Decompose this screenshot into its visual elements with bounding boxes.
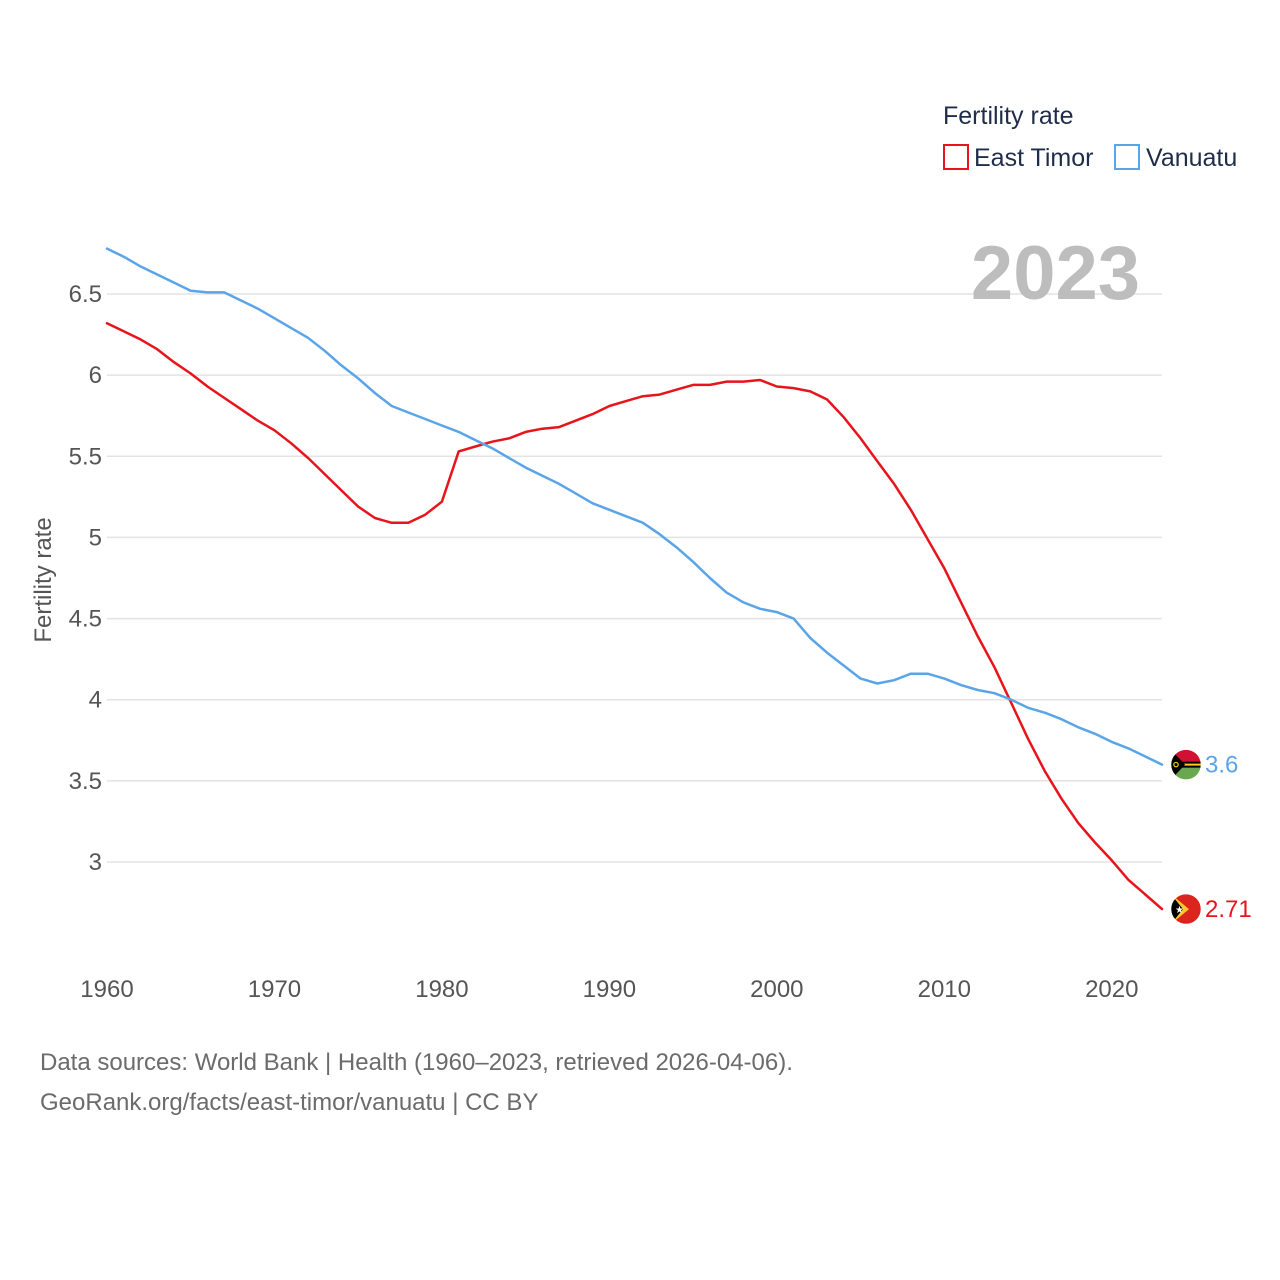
x-tick-labels: 1960 1970 1980 1990 2000 2010 2020 [80,976,1138,1003]
y-tick-label: 6 [89,362,102,389]
y-tick-label: 6.5 [69,281,102,308]
y-tick-label: 5.5 [69,443,102,470]
end-label-east-timor: 2.71 [1205,896,1252,923]
legend-item-vanuatu[interactable]: Vanuatu [1114,144,1237,172]
flag-emblem [1173,761,1179,768]
flag-icon-vanuatu [1170,749,1202,780]
legend-swatch-east-timor [943,144,969,170]
y-tick-labels: 3 3.5 4 4.5 5 5.5 6 6.5 [69,281,102,876]
series-line-vanuatu [105,247,1164,766]
x-tick-label: 1970 [248,976,301,1003]
current-year-label: 2023 [971,231,1140,316]
flag-outline [1170,749,1202,780]
x-tick-label: 2000 [750,976,803,1003]
legend-title: Fertility rate [943,102,1074,130]
grid-lines [107,293,1162,863]
series-line-east-timor [105,321,1164,911]
y-tick-label: 4.5 [69,606,102,633]
y-axis-title: Fertility rate [30,517,57,642]
x-tick-label: 1990 [583,976,636,1003]
footer: Data sources: World Bank | Health (1960–… [40,1043,793,1123]
y-tick-label: 3.5 [69,768,102,795]
flag-black-triangle [1171,894,1183,925]
y-tick-label: 3 [89,849,102,876]
legend-label-east-timor: East Timor [974,144,1093,172]
x-tick-label: 1960 [80,976,133,1003]
x-tick-label: 1980 [415,976,468,1003]
end-label-vanuatu: 3.6 [1205,752,1238,779]
x-tick-label: 2010 [918,976,971,1003]
flag-icon-east-timor: ★ [1170,893,1202,925]
flag-yellow-band [1171,763,1201,766]
legend: Fertility rate East Timor Vanuatu [943,102,1237,172]
series-lines [105,247,1164,911]
y-tick-label: 4 [89,687,102,714]
legend-item-east-timor[interactable]: East Timor [943,144,1093,172]
flag-star: ★ [1175,905,1184,916]
y-tick-label: 5 [89,524,102,551]
footer-sources: Data sources: World Bank | Health (1960–… [40,1049,793,1076]
legend-swatch-vanuatu [1114,144,1140,170]
x-tick-label: 2020 [1085,976,1138,1003]
legend-label-vanuatu: Vanuatu [1146,144,1237,172]
footer-link[interactable]: GeoRank.org/facts/east-timor/vanuatu | C… [40,1089,539,1116]
flag-outline [1170,893,1202,925]
end-markers: ★ 2.71 3.6 [1170,749,1252,925]
